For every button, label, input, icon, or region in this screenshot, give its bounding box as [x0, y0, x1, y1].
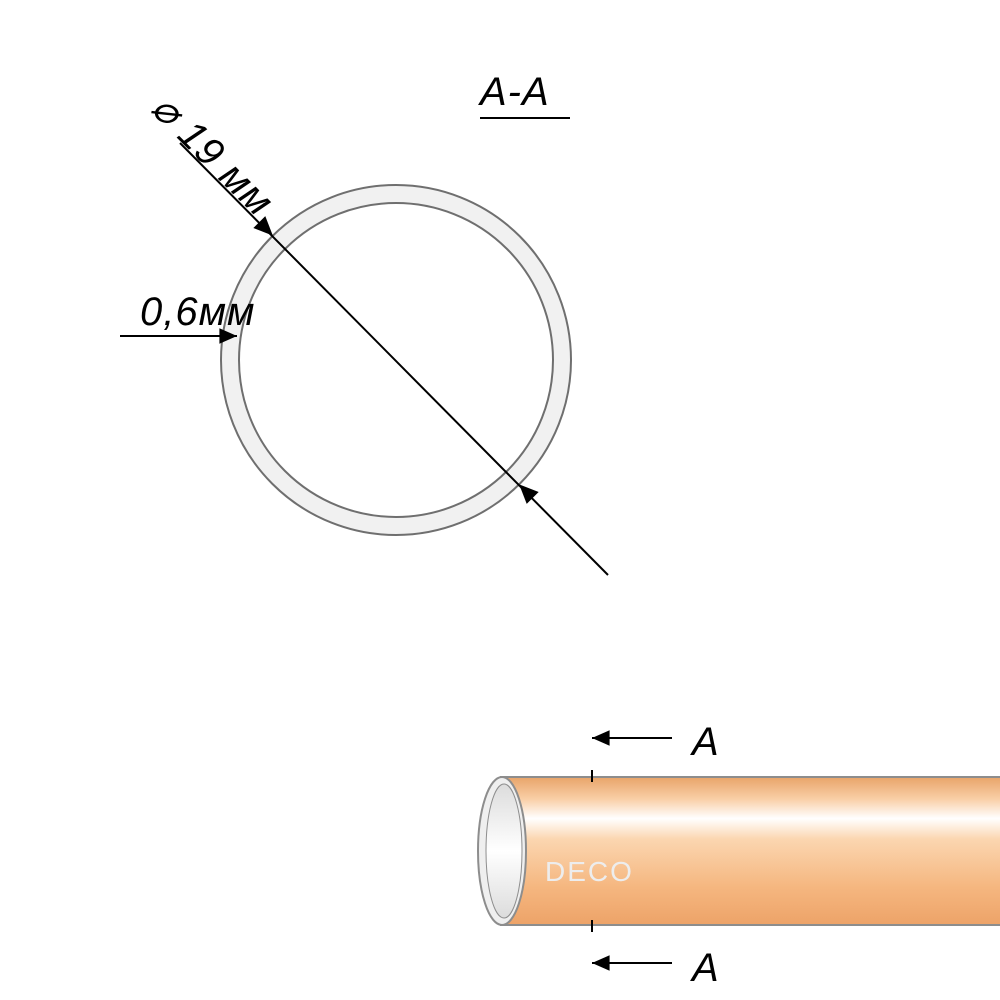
- pipe-side-view: [478, 777, 1000, 925]
- thickness-label: 0,6мм: [140, 290, 255, 335]
- section-mark-bottom-label: A: [692, 946, 720, 991]
- watermark: DECO: [545, 856, 634, 888]
- section-mark-top-label: A: [692, 720, 720, 765]
- section-mark-bottom: [592, 920, 672, 971]
- section-mark-top: [592, 730, 672, 782]
- section-title: A-A: [480, 70, 550, 115]
